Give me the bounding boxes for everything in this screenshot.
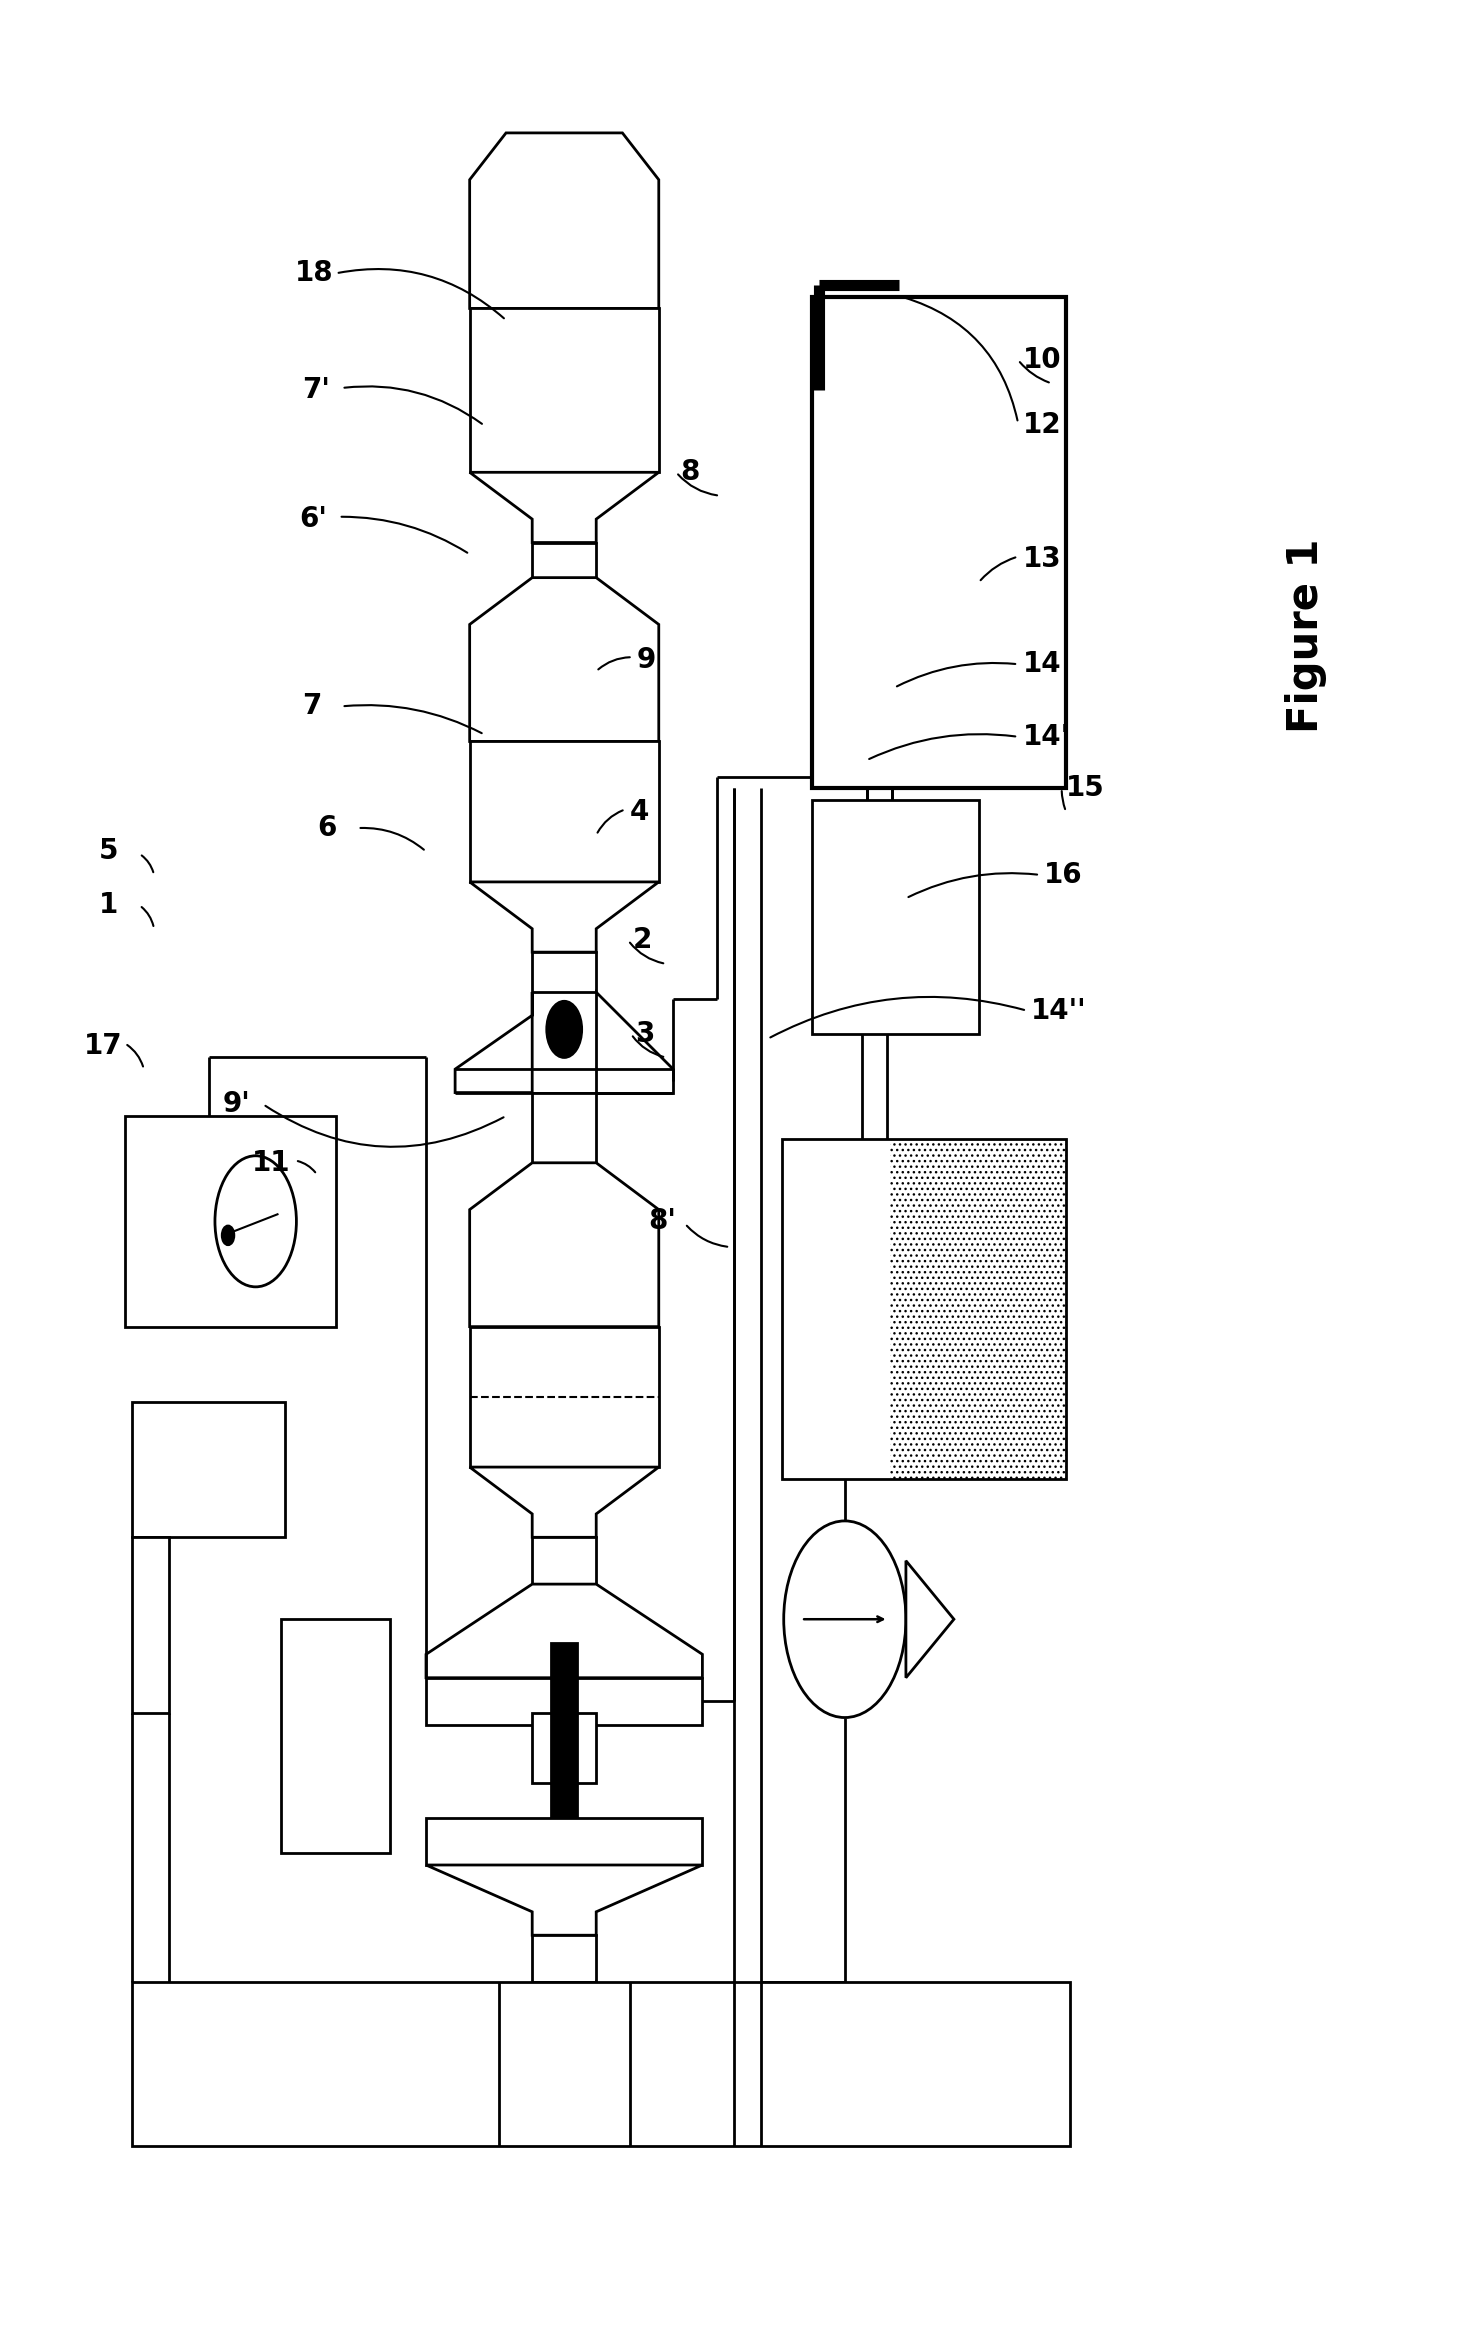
Bar — [533, 1712, 597, 1783]
Bar — [470, 308, 658, 472]
Text: 13: 13 — [1023, 545, 1061, 573]
Bar — [533, 1536, 597, 1583]
Polygon shape — [597, 991, 673, 1092]
Text: Figure 1: Figure 1 — [1285, 538, 1327, 733]
Bar — [812, 296, 1067, 789]
Bar — [426, 1677, 702, 1724]
Polygon shape — [470, 1468, 658, 1536]
Text: 18: 18 — [296, 258, 334, 287]
Circle shape — [784, 1520, 906, 1717]
Circle shape — [547, 1001, 582, 1057]
Text: 4: 4 — [629, 799, 650, 827]
Text: 3: 3 — [635, 1019, 655, 1048]
Bar — [533, 1936, 597, 1983]
Text: 5: 5 — [98, 839, 119, 864]
Bar — [132, 1983, 1071, 2147]
Text: 8: 8 — [680, 458, 699, 486]
Polygon shape — [470, 881, 658, 951]
Bar — [132, 1536, 168, 1712]
Polygon shape — [455, 991, 533, 1092]
Polygon shape — [470, 1163, 658, 1327]
Bar — [470, 742, 658, 881]
Text: 9: 9 — [636, 646, 657, 674]
Bar — [890, 1139, 1067, 1480]
Polygon shape — [426, 1583, 702, 1677]
Text: 1: 1 — [98, 890, 119, 918]
Polygon shape — [426, 1983, 533, 2088]
Text: 7: 7 — [303, 693, 322, 721]
Text: 6: 6 — [317, 815, 336, 841]
Text: 2: 2 — [632, 926, 652, 954]
Circle shape — [222, 1226, 234, 1245]
Text: 14'': 14'' — [1031, 996, 1087, 1024]
Text: 9': 9' — [222, 1090, 250, 1118]
Circle shape — [546, 1992, 584, 2053]
Bar — [132, 1402, 285, 1536]
Text: 14: 14 — [1023, 651, 1061, 679]
Text: 17: 17 — [85, 1031, 123, 1059]
Bar — [281, 1618, 389, 1853]
Bar — [783, 1139, 1067, 1480]
Polygon shape — [906, 1560, 954, 1677]
Text: 8': 8' — [648, 1207, 676, 1236]
Text: 15: 15 — [1067, 775, 1105, 803]
Bar — [552, 1642, 578, 1912]
Bar — [533, 543, 597, 578]
Bar — [470, 1327, 658, 1468]
Bar — [812, 801, 979, 1034]
Text: 6': 6' — [300, 505, 328, 533]
Text: 11: 11 — [252, 1149, 290, 1177]
Polygon shape — [470, 578, 658, 742]
Bar — [426, 1818, 702, 1865]
Polygon shape — [597, 1983, 702, 2088]
Bar — [124, 1116, 336, 1327]
Polygon shape — [470, 134, 658, 308]
Bar — [533, 1092, 597, 1163]
Bar — [533, 951, 597, 991]
Polygon shape — [470, 472, 658, 543]
Text: 12: 12 — [1023, 411, 1061, 439]
Circle shape — [215, 1156, 297, 1287]
Polygon shape — [426, 1865, 702, 1936]
Text: 10: 10 — [1023, 345, 1061, 373]
Text: 16: 16 — [1045, 860, 1083, 888]
Text: 14': 14' — [1023, 723, 1069, 752]
Text: 7': 7' — [303, 376, 331, 404]
